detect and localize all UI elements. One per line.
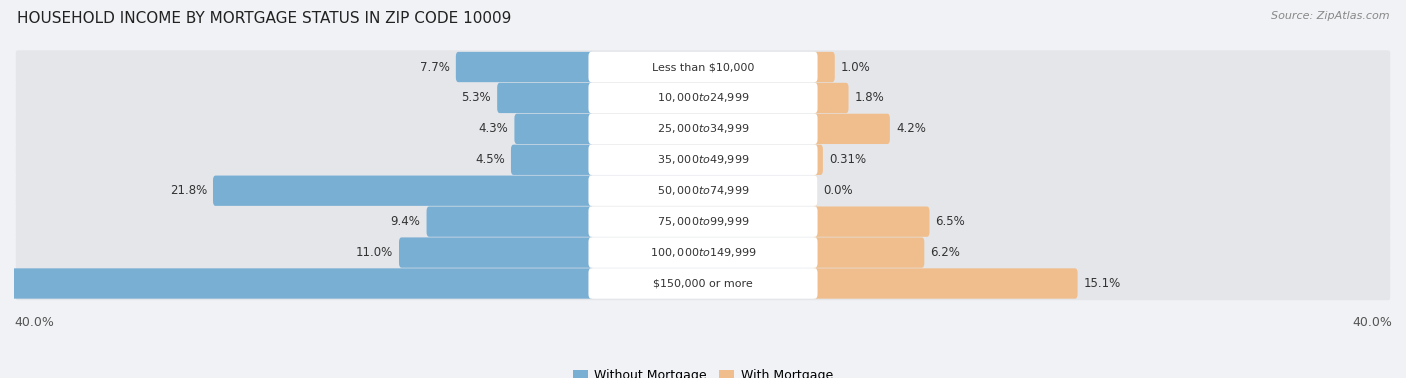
FancyBboxPatch shape: [0, 268, 593, 299]
Text: $75,000 to $99,999: $75,000 to $99,999: [657, 215, 749, 228]
Text: 1.8%: 1.8%: [855, 91, 884, 104]
Text: 1.0%: 1.0%: [841, 60, 870, 73]
Text: 7.7%: 7.7%: [420, 60, 450, 73]
Legend: Without Mortgage, With Mortgage: Without Mortgage, With Mortgage: [568, 364, 838, 378]
FancyBboxPatch shape: [813, 268, 1077, 299]
Text: 4.2%: 4.2%: [896, 122, 925, 135]
FancyBboxPatch shape: [15, 81, 1391, 115]
Text: $150,000 or more: $150,000 or more: [654, 279, 752, 288]
FancyBboxPatch shape: [510, 145, 593, 175]
Text: 40.0%: 40.0%: [14, 316, 53, 329]
FancyBboxPatch shape: [813, 175, 817, 206]
FancyBboxPatch shape: [456, 52, 593, 82]
FancyBboxPatch shape: [15, 205, 1391, 239]
Text: Source: ZipAtlas.com: Source: ZipAtlas.com: [1271, 11, 1389, 21]
FancyBboxPatch shape: [813, 237, 924, 268]
Text: 11.0%: 11.0%: [356, 246, 392, 259]
FancyBboxPatch shape: [813, 114, 890, 144]
Text: $100,000 to $149,999: $100,000 to $149,999: [650, 246, 756, 259]
Text: 4.5%: 4.5%: [475, 153, 505, 166]
FancyBboxPatch shape: [15, 50, 1391, 84]
Text: 0.31%: 0.31%: [830, 153, 866, 166]
Text: HOUSEHOLD INCOME BY MORTGAGE STATUS IN ZIP CODE 10009: HOUSEHOLD INCOME BY MORTGAGE STATUS IN Z…: [17, 11, 512, 26]
Text: 4.3%: 4.3%: [478, 122, 509, 135]
FancyBboxPatch shape: [813, 83, 849, 113]
FancyBboxPatch shape: [498, 83, 593, 113]
Text: 0.0%: 0.0%: [824, 184, 853, 197]
Text: 9.4%: 9.4%: [391, 215, 420, 228]
FancyBboxPatch shape: [589, 145, 817, 175]
FancyBboxPatch shape: [15, 267, 1391, 300]
Text: 6.2%: 6.2%: [931, 246, 960, 259]
FancyBboxPatch shape: [813, 52, 835, 82]
FancyBboxPatch shape: [212, 175, 593, 206]
FancyBboxPatch shape: [589, 83, 817, 113]
FancyBboxPatch shape: [813, 145, 823, 175]
FancyBboxPatch shape: [589, 268, 817, 299]
FancyBboxPatch shape: [15, 236, 1391, 269]
FancyBboxPatch shape: [426, 206, 593, 237]
Text: $25,000 to $34,999: $25,000 to $34,999: [657, 122, 749, 135]
FancyBboxPatch shape: [589, 52, 817, 82]
Text: Less than $10,000: Less than $10,000: [652, 62, 754, 72]
FancyBboxPatch shape: [589, 114, 817, 144]
FancyBboxPatch shape: [589, 175, 817, 206]
Text: 15.1%: 15.1%: [1084, 277, 1121, 290]
FancyBboxPatch shape: [15, 143, 1391, 177]
FancyBboxPatch shape: [399, 237, 593, 268]
Text: $10,000 to $24,999: $10,000 to $24,999: [657, 91, 749, 104]
Text: $35,000 to $49,999: $35,000 to $49,999: [657, 153, 749, 166]
Text: 21.8%: 21.8%: [170, 184, 207, 197]
FancyBboxPatch shape: [813, 206, 929, 237]
Text: 5.3%: 5.3%: [461, 91, 491, 104]
FancyBboxPatch shape: [589, 237, 817, 268]
Text: 6.5%: 6.5%: [935, 215, 966, 228]
FancyBboxPatch shape: [589, 206, 817, 237]
FancyBboxPatch shape: [15, 174, 1391, 208]
FancyBboxPatch shape: [515, 114, 593, 144]
Text: 40.0%: 40.0%: [1353, 316, 1392, 329]
Text: $50,000 to $74,999: $50,000 to $74,999: [657, 184, 749, 197]
FancyBboxPatch shape: [15, 112, 1391, 146]
